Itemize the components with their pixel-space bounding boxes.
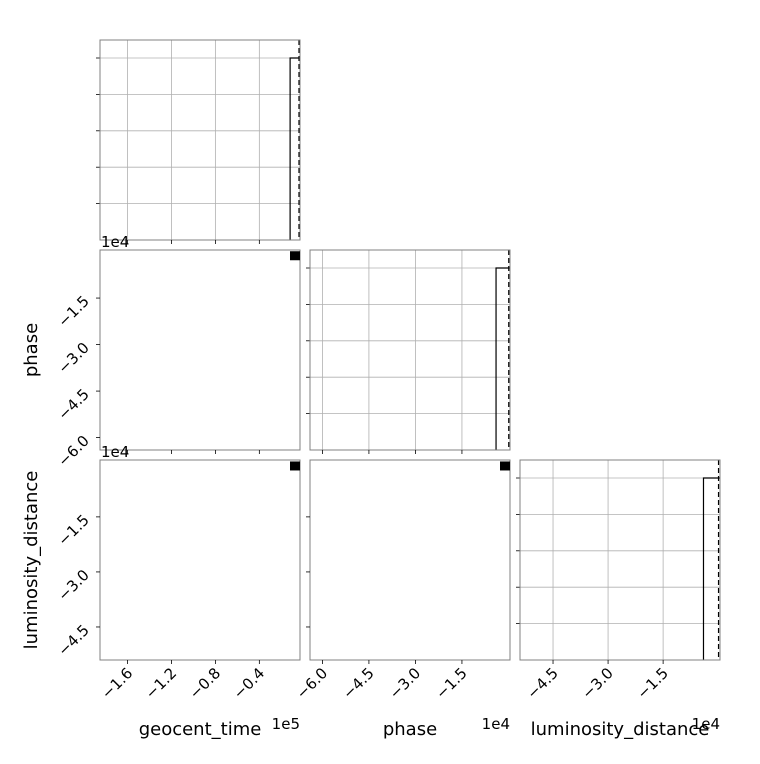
histogram-step-phase: [495, 267, 510, 450]
x-tick-label-phase: −4.5: [339, 664, 377, 702]
panel-frame-diag-luminosity_distance: [519, 459, 721, 661]
y-tick-label-luminosity_distance: −1.5: [54, 511, 92, 549]
sample-marker-geocent_time-luminosity_distance: [290, 461, 300, 471]
x-offset-label-luminosity_distance: 1e4: [692, 715, 720, 733]
y-tick-label-phase: −4.5: [54, 385, 92, 423]
panel-frame-diag-phase: [309, 249, 511, 451]
y-axis-label-phase: phase: [21, 323, 42, 377]
panel-frame-phase-luminosity_distance: [309, 459, 511, 661]
y-offset-label-phase: 1e4: [101, 233, 129, 251]
panel-frame-geocent_time-luminosity_distance: [99, 459, 301, 661]
x-axis-label-phase: phase: [383, 719, 437, 740]
y-tick-label-phase: −3.0: [54, 339, 92, 377]
panel-frame-diag-geocent_time: [99, 39, 301, 241]
x-tick-label-phase: −1.5: [432, 664, 470, 702]
histogram-step-geocent_time: [289, 57, 300, 240]
y-tick-label-phase: −6.0: [54, 432, 92, 470]
x-axis-label-luminosity_distance: luminosity_distance: [531, 719, 710, 740]
x-tick-label-luminosity_distance: −4.5: [523, 664, 561, 702]
x-offset-label-phase: 1e4: [482, 715, 510, 733]
y-tick-label-phase: −1.5: [54, 292, 92, 330]
x-axis-label-geocent_time: geocent_time: [139, 719, 262, 740]
x-tick-label-phase: −3.0: [386, 664, 424, 702]
y-offset-label-luminosity_distance: 1e4: [101, 443, 129, 461]
x-tick-label-geocent_time: −0.8: [186, 664, 224, 702]
x-tick-label-geocent_time: −1.2: [142, 664, 180, 702]
x-tick-label-luminosity_distance: −3.0: [578, 664, 616, 702]
x-tick-label-geocent_time: −0.4: [230, 664, 268, 702]
x-tick-label-geocent_time: −1.6: [98, 664, 136, 702]
sample-marker-geocent_time-phase: [290, 251, 300, 261]
sample-marker-phase-luminosity_distance: [500, 461, 510, 471]
x-tick-label-luminosity_distance: −1.5: [633, 664, 671, 702]
panel-frame-geocent_time-phase: [99, 249, 301, 451]
x-tick-label-phase: −6.0: [293, 664, 331, 702]
y-axis-label-luminosity_distance: luminosity_distance: [21, 471, 42, 650]
y-tick-label-luminosity_distance: −4.5: [54, 621, 92, 659]
x-offset-label-geocent_time: 1e5: [272, 715, 300, 733]
y-tick-label-luminosity_distance: −3.0: [54, 566, 92, 604]
histogram-step-luminosity_distance: [702, 477, 720, 660]
